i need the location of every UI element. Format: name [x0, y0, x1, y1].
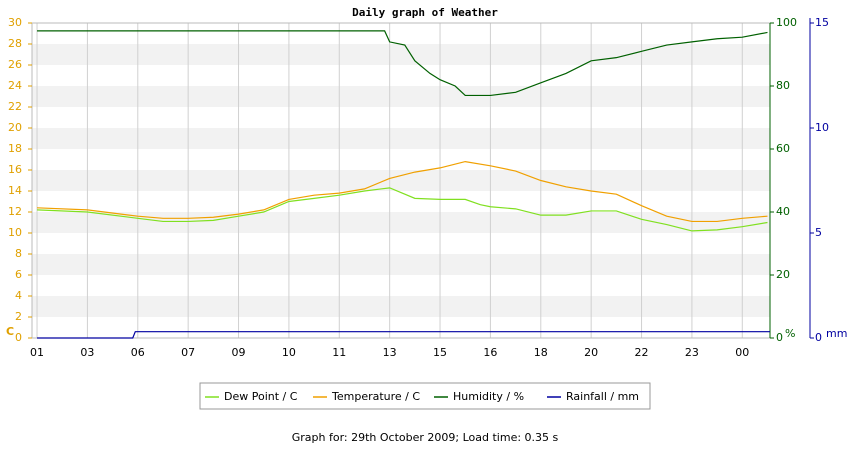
y2-tick-label: 40 — [776, 205, 790, 218]
x-tick-label: 15 — [433, 346, 447, 359]
grid-band — [32, 86, 770, 107]
x-tick-label: 16 — [483, 346, 497, 359]
x-tick-label: 00 — [735, 346, 749, 359]
grid-band — [32, 128, 770, 149]
y3-tick-label: 15 — [815, 16, 829, 29]
y-tick-label: 28 — [8, 37, 22, 50]
y-tick-label: 12 — [8, 205, 22, 218]
y-tick-label: 22 — [8, 100, 22, 113]
legend-label: Temperature / C — [331, 390, 420, 403]
y2-unit: % — [785, 327, 795, 340]
y3-tick-label: 0 — [815, 331, 822, 344]
y-tick-label: 14 — [8, 184, 22, 197]
y-unit: C — [6, 325, 14, 338]
x-tick-label: 07 — [181, 346, 195, 359]
series-line — [37, 160, 768, 223]
y-tick-label: 4 — [15, 289, 22, 302]
grid-band — [32, 170, 770, 191]
series-line — [37, 187, 768, 232]
x-tick-label: 03 — [80, 346, 94, 359]
y3-tick-label: 10 — [815, 121, 829, 134]
y-tick-label: 8 — [15, 247, 22, 260]
x-tick-label: 10 — [282, 346, 296, 359]
y2-tick-label: 100 — [776, 16, 797, 29]
y-tick-label: 2 — [15, 310, 22, 323]
x-tick-label: 13 — [383, 346, 397, 359]
grid-band — [32, 296, 770, 317]
x-tick-label: 01 — [30, 346, 44, 359]
y-tick-label: 0 — [15, 331, 22, 344]
x-tick-label: 06 — [131, 346, 145, 359]
footer: Graph for: 29th October 2009; Load time:… — [292, 431, 559, 444]
y2-tick-label: 60 — [776, 142, 790, 155]
y-tick-label: 20 — [8, 121, 22, 134]
y3-unit: mm — [826, 327, 847, 340]
series-line — [37, 331, 770, 339]
series-line — [37, 30, 768, 97]
x-tick-label: 22 — [635, 346, 649, 359]
y2-tick-label: 20 — [776, 268, 790, 281]
grid-band — [32, 44, 770, 65]
x-tick-label: 18 — [534, 346, 548, 359]
legend-label: Humidity / % — [453, 390, 524, 403]
grid-band — [32, 254, 770, 275]
y-tick-label: 6 — [15, 268, 22, 281]
y2-tick-label: 80 — [776, 79, 790, 92]
y-tick-label: 10 — [8, 226, 22, 239]
y3-tick-label: 5 — [815, 226, 822, 239]
y2-tick-label: 0 — [776, 331, 783, 344]
y-tick-label: 18 — [8, 142, 22, 155]
legend-label: Dew Point / C — [224, 390, 298, 403]
y-tick-label: 24 — [8, 79, 22, 92]
y-tick-label: 16 — [8, 163, 22, 176]
y-tick-label: 26 — [8, 58, 22, 71]
chart-title: Daily graph of Weather — [352, 6, 498, 19]
legend — [199, 382, 651, 410]
y-tick-label: 30 — [8, 16, 22, 29]
x-tick-label: 11 — [332, 346, 346, 359]
x-tick-label: 09 — [232, 346, 246, 359]
x-tick-label: 20 — [584, 346, 598, 359]
legend-label: Rainfall / mm — [566, 390, 639, 403]
x-tick-label: 23 — [685, 346, 699, 359]
